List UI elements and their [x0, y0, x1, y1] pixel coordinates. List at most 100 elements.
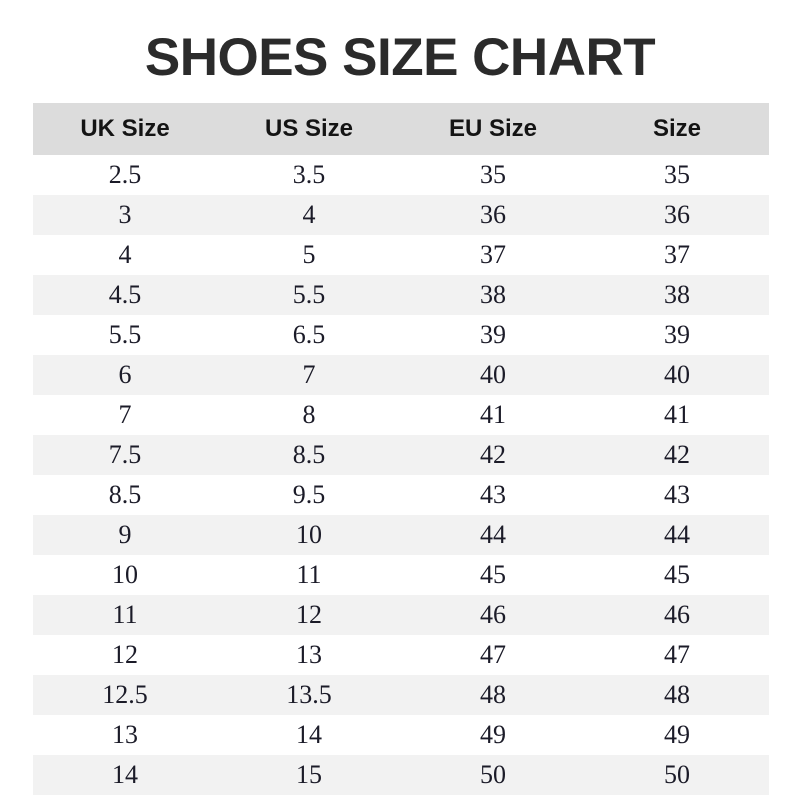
table-cell-uk: 11: [33, 595, 217, 635]
table-cell-us: 14: [217, 715, 401, 755]
table-cell-uk: 4.5: [33, 275, 217, 315]
table-row: 6 7 40 40: [33, 355, 769, 395]
size-table-container: UK Size US Size EU Size Size 2.5 3.5 35 35 3…: [33, 103, 769, 795]
table-cell-size: 44: [585, 515, 769, 555]
table-cell-size: 45: [585, 555, 769, 595]
column-header-label: US Size: [264, 115, 354, 142]
table-cell-size: 36: [585, 195, 769, 235]
cell-value: 47: [664, 640, 690, 669]
table-cell-size: 37: [585, 235, 769, 275]
table-row: 7.5 8.5 42 42: [33, 435, 769, 475]
cell-value: 44: [664, 520, 690, 549]
table-cell-us: 9.5: [217, 475, 401, 515]
table-cell-size: 40: [585, 355, 769, 395]
table-cell-uk: 12: [33, 635, 217, 675]
table-cell-eu: 50: [401, 755, 585, 795]
table-cell-size: 47: [585, 635, 769, 675]
table-row: 4.5 5.5 38 38: [33, 275, 769, 315]
cell-value: 45: [664, 560, 690, 589]
table-cell-us: 5: [217, 235, 401, 275]
cell-value: 39: [664, 320, 690, 349]
cell-value: 36: [664, 200, 690, 229]
table-row: 3 4 36 36: [33, 195, 769, 235]
cell-value: 3.5: [292, 160, 326, 189]
cell-value: 50: [480, 760, 506, 789]
table-cell-size: 46: [585, 595, 769, 635]
shoe-size-table: UK Size US Size EU Size Size 2.5 3.5 35 35 3…: [33, 103, 769, 795]
table-cell-uk: 7.5: [33, 435, 217, 475]
table-cell-size: 50: [585, 755, 769, 795]
table-cell-uk: 14: [33, 755, 217, 795]
cell-value: 41: [480, 400, 506, 429]
cell-value: 49: [664, 720, 690, 749]
table-header: UK Size US Size EU Size Size: [33, 103, 769, 155]
cell-value: 13: [112, 720, 138, 749]
table-cell-us: 15: [217, 755, 401, 795]
table-cell-us: 11: [217, 555, 401, 595]
table-cell-eu: 38: [401, 275, 585, 315]
column-header-label: EU Size: [448, 115, 538, 142]
cell-value: 13: [296, 640, 322, 669]
cell-value: 46: [664, 600, 690, 629]
table-cell-uk: 8.5: [33, 475, 217, 515]
cell-value: 46: [480, 600, 506, 629]
table-cell-uk: 10: [33, 555, 217, 595]
table-row: 7 8 41 41: [33, 395, 769, 435]
column-header-label: UK Size: [80, 115, 170, 142]
cell-value: 14: [296, 720, 322, 749]
cell-value: 39: [480, 320, 506, 349]
table-row: 12 13 47 47: [33, 635, 769, 675]
table-cell-eu: 46: [401, 595, 585, 635]
table-row: 5.5 6.5 39 39: [33, 315, 769, 355]
cell-value: 40: [664, 360, 690, 389]
table-cell-eu: 39: [401, 315, 585, 355]
table-cell-uk: 2.5: [33, 155, 217, 195]
cell-value: 12: [112, 640, 138, 669]
cell-value: 4.5: [108, 280, 142, 309]
cell-value: 10: [112, 560, 138, 589]
column-header-eu-size: EU Size: [401, 103, 585, 155]
table-cell-uk: 7: [33, 395, 217, 435]
column-header-size: Size: [585, 103, 769, 155]
cell-value: 11: [112, 600, 138, 629]
table-cell-eu: 37: [401, 235, 585, 275]
cell-value: 5.5: [108, 320, 142, 349]
cell-value: 5: [302, 240, 316, 269]
table-cell-eu: 43: [401, 475, 585, 515]
table-cell-eu: 35: [401, 155, 585, 195]
page-title: SHOES SIZE CHART: [144, 28, 656, 87]
cell-value: 8: [302, 400, 316, 429]
table-cell-size: 48: [585, 675, 769, 715]
table-cell-eu: 44: [401, 515, 585, 555]
cell-value: 11: [296, 560, 322, 589]
cell-value: 38: [664, 280, 690, 309]
table-cell-us: 10: [217, 515, 401, 555]
table-header-row: UK Size US Size EU Size Size: [33, 103, 769, 155]
cell-value: 48: [480, 680, 506, 709]
cell-value: 13.5: [286, 680, 332, 709]
cell-value: 8.5: [292, 440, 326, 469]
cell-value: 43: [480, 480, 506, 509]
cell-value: 14: [112, 760, 138, 789]
cell-value: 36: [480, 200, 506, 229]
cell-value: 48: [664, 680, 690, 709]
table-body: 2.5 3.5 35 35 3 4 36 36 4 5 37 37 4.5 5.5 38 38 5.5 6.5 39…: [33, 155, 769, 795]
table-cell-eu: 48: [401, 675, 585, 715]
cell-value: 38: [480, 280, 506, 309]
table-cell-uk: 9: [33, 515, 217, 555]
cell-value: 4: [302, 200, 316, 229]
table-cell-us: 12: [217, 595, 401, 635]
cell-value: 6.5: [292, 320, 326, 349]
cell-value: 37: [480, 240, 506, 269]
table-row: 13 14 49 49: [33, 715, 769, 755]
cell-value: 12: [296, 600, 322, 629]
table-cell-size: 41: [585, 395, 769, 435]
cell-value: 42: [664, 440, 690, 469]
cell-value: 37: [664, 240, 690, 269]
table-cell-us: 4: [217, 195, 401, 235]
table-cell-us: 13.5: [217, 675, 401, 715]
table-cell-uk: 6: [33, 355, 217, 395]
table-cell-size: 38: [585, 275, 769, 315]
cell-value: 9: [118, 520, 132, 549]
